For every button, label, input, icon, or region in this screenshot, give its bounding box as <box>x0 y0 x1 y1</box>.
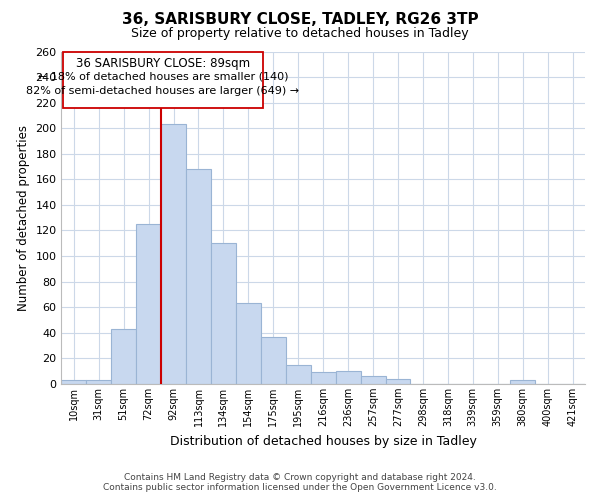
Bar <box>111 329 136 384</box>
FancyBboxPatch shape <box>62 52 263 108</box>
Text: ← 18% of detached houses are smaller (140): ← 18% of detached houses are smaller (14… <box>38 72 288 82</box>
Bar <box>136 224 161 384</box>
Bar <box>335 371 361 384</box>
Bar <box>211 244 236 384</box>
Bar <box>61 380 86 384</box>
Bar <box>236 304 261 384</box>
Bar <box>361 376 386 384</box>
Bar <box>510 380 535 384</box>
Bar <box>286 364 311 384</box>
Text: 36, SARISBURY CLOSE, TADLEY, RG26 3TP: 36, SARISBURY CLOSE, TADLEY, RG26 3TP <box>122 12 478 28</box>
Bar <box>86 380 111 384</box>
Bar <box>186 169 211 384</box>
Bar <box>311 372 335 384</box>
Text: 36 SARISBURY CLOSE: 89sqm: 36 SARISBURY CLOSE: 89sqm <box>76 56 250 70</box>
Y-axis label: Number of detached properties: Number of detached properties <box>17 124 29 310</box>
X-axis label: Distribution of detached houses by size in Tadley: Distribution of detached houses by size … <box>170 434 476 448</box>
Text: Size of property relative to detached houses in Tadley: Size of property relative to detached ho… <box>131 28 469 40</box>
Text: 82% of semi-detached houses are larger (649) →: 82% of semi-detached houses are larger (… <box>26 86 299 96</box>
Text: Contains HM Land Registry data © Crown copyright and database right 2024.
Contai: Contains HM Land Registry data © Crown c… <box>103 473 497 492</box>
Bar <box>386 379 410 384</box>
Bar <box>161 124 186 384</box>
Bar <box>261 336 286 384</box>
